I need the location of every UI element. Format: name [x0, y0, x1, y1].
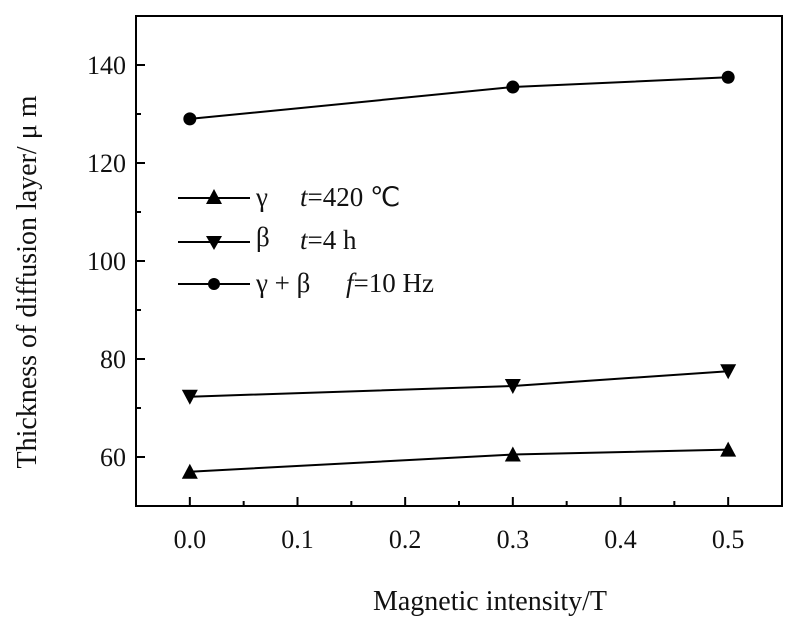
x-tick-label: 0.2 [389, 525, 422, 554]
legend-annotation-temperature: t=420 ℃ [300, 182, 400, 212]
ticks: 0.0 0.1 0.2 0.3 0.4 0.5 60 80 100 120 140 [87, 15, 745, 554]
data-point-triangle-down [720, 364, 737, 380]
legend-entry-gamma-beta: γ + β f=10 Hz [178, 268, 434, 298]
y-tick-label: 120 [87, 149, 126, 178]
x-tick-label: 0.3 [497, 525, 530, 554]
y-axis-title: Thickness of diffusion layer/ μ m [12, 95, 43, 468]
legend-label-gamma-beta: γ + β [255, 268, 310, 298]
series-triangle-up [181, 441, 737, 479]
data-point-triangle-up [504, 446, 521, 462]
series-line [189, 76, 729, 120]
data-point-circle [183, 112, 197, 126]
legend-annotation-time: t=4 h [300, 225, 357, 255]
data-point-circle [506, 80, 520, 94]
plot-frame [135, 15, 783, 507]
series-circle [183, 70, 735, 126]
legend-entry-gamma: γ t=420 ℃ [178, 182, 400, 212]
legend-label-beta: β [256, 222, 270, 252]
data-point-triangle-up [181, 463, 198, 479]
x-axis-title: Magnetic intensity/T [373, 586, 607, 617]
series-line [189, 448, 729, 473]
data-point-triangle-up [720, 441, 737, 457]
axes [135, 15, 783, 507]
legend-triangle-up-marker [206, 189, 222, 204]
series-triangle-down [181, 364, 737, 405]
y-tick-label: 60 [100, 443, 126, 472]
series-layer [181, 70, 737, 479]
data-point-circle [721, 70, 735, 84]
x-tick-label: 0.4 [604, 525, 637, 554]
y-tick-label: 80 [100, 345, 126, 374]
legend-label-gamma: γ [255, 182, 268, 212]
x-tick-label: 0.0 [174, 525, 207, 554]
y-tick-label: 100 [87, 247, 126, 276]
legend: γ t=420 ℃ β t=4 h γ + β f=10 Hz [178, 182, 434, 298]
legend-entry-beta: β t=4 h [178, 222, 357, 255]
data-point-triangle-down [181, 389, 198, 405]
x-tick-label: 0.1 [281, 525, 314, 554]
series-line [189, 370, 729, 398]
legend-triangle-down-marker [206, 236, 222, 250]
legend-circle-marker [208, 278, 220, 290]
x-tick-label: 0.5 [712, 525, 745, 554]
data-point-triangle-down [504, 378, 521, 394]
legend-annotation-frequency: f=10 Hz [346, 268, 434, 298]
y-tick-label: 140 [87, 51, 126, 80]
